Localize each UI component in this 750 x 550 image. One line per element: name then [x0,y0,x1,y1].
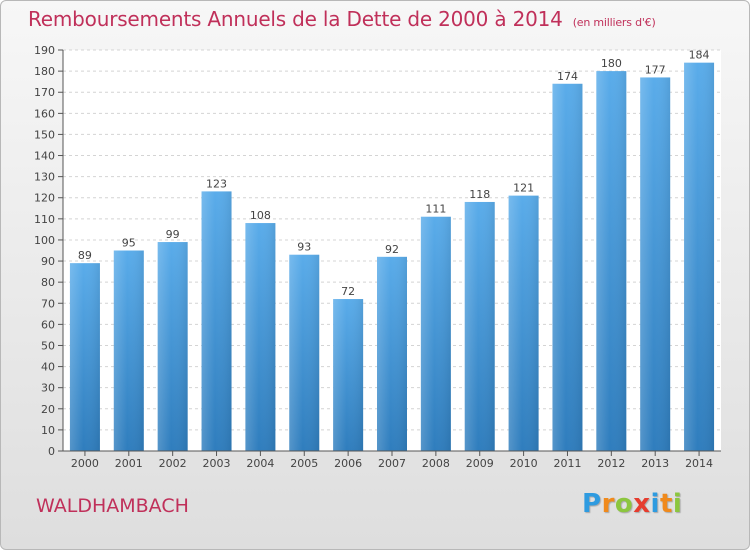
bar-shine-2002 [157,242,188,451]
bar-shine-2011 [552,83,583,451]
bars [69,62,715,452]
bar-shine-2012 [596,71,627,452]
x-tick-label-2009: 2009 [466,457,494,470]
y-tick-label: 160 [34,107,55,120]
logo-letter: x [633,489,651,519]
x-axis: 2000 2001 2002 2003 2004 2005 2006 2007 2008 2009… [63,450,721,470]
x-tick-label-2011: 2011 [553,457,581,470]
x-tick-label-2001: 2001 [115,457,143,470]
x-tick-label-2004: 2004 [246,457,274,470]
x-tick-label-2000: 2000 [71,457,99,470]
x-tick-label-2014: 2014 [685,457,713,470]
logo-letter: P [582,489,602,519]
y-tick-label: 140 [34,150,55,163]
bar-shine-2014 [684,62,715,452]
bar-shine-2006 [333,299,364,451]
y-tick-label: 80 [41,276,55,289]
bar-shine-2013 [640,77,671,452]
y-tick-label: 110 [34,213,55,226]
y-tick-label: 130 [34,171,55,184]
value-label-2002: 99 [166,228,180,241]
bar-shine-2010 [508,195,539,451]
commune-name: WALDHAMBACH [36,495,189,517]
logo-letter: i [672,489,683,519]
x-tick-label-2012: 2012 [597,457,625,470]
y-tick-label: 40 [41,361,55,374]
x-tick-label-2002: 2002 [159,457,187,470]
chart-unit: (en milliers d'€) [572,16,656,29]
chart-title-text: Remboursements Annuels de la Dette de 20… [28,7,563,31]
bar-shine-2009 [464,201,495,451]
y-tick-label: 90 [41,255,55,268]
y-tick-label: 30 [41,382,55,395]
y-tick-label: 60 [41,318,55,331]
bar-shine-2001 [113,250,144,451]
value-label-2007: 92 [385,243,399,256]
y-tick-label: 180 [34,65,55,78]
logo-letter: i [650,489,660,519]
value-labels: 89 95 99 123 108 93 72 92 111 118 121 174 180 177 184 [78,49,710,298]
bar-shine-2005 [289,254,320,451]
value-label-2010: 121 [513,182,534,195]
y-tick-label: 70 [41,297,55,310]
y-tick-label: 10 [41,424,55,437]
value-label-2011: 174 [557,70,578,83]
y-tick-label: 190 [34,44,55,57]
y-tick-label: 0 [48,445,55,458]
proxiti-logo[interactable]: Proxiti [582,489,682,519]
bar-shine-2003 [201,191,232,451]
y-tick-label: 50 [41,339,55,352]
logo-letter: o [614,489,634,519]
bar-shine-2000 [69,263,100,451]
x-tick-label-2005: 2005 [290,457,318,470]
value-label-2008: 111 [425,203,446,216]
value-label-2013: 177 [645,63,666,76]
x-tick-label-2007: 2007 [378,457,406,470]
y-tick-label: 100 [34,234,55,247]
bar-shine-2007 [377,256,407,451]
y-tick-label: 150 [34,128,55,141]
value-label-2014: 184 [689,49,710,62]
value-label-2004: 108 [250,209,271,222]
value-label-2009: 118 [469,188,490,201]
value-label-2000: 89 [78,249,92,262]
value-label-2003: 123 [206,177,227,190]
chart-title: Remboursements Annuels de la Dette de 20… [28,7,656,31]
logo-letter: r [601,489,615,519]
x-tick-label-2008: 2008 [422,457,450,470]
value-label-2001: 95 [122,237,136,250]
y-tick-label: 120 [34,192,55,205]
x-tick-label-2006: 2006 [334,457,362,470]
y-axis: 0 10 20 30 40 50 60 70 80 90 100 110 120 130 140 150 160… [34,44,64,458]
y-tick-label: 20 [41,403,55,416]
value-label-2006: 72 [341,285,355,298]
logo-letter: t [659,489,673,519]
bar-shine-2008 [420,216,451,451]
x-tick-label-2013: 2013 [641,457,669,470]
value-label-2005: 93 [297,241,311,254]
y-tick-label: 170 [34,86,55,99]
x-tick-label-2003: 2003 [203,457,231,470]
value-label-2012: 180 [601,57,622,70]
bar-shine-2004 [245,223,276,451]
x-tick-label-2010: 2010 [510,457,538,470]
